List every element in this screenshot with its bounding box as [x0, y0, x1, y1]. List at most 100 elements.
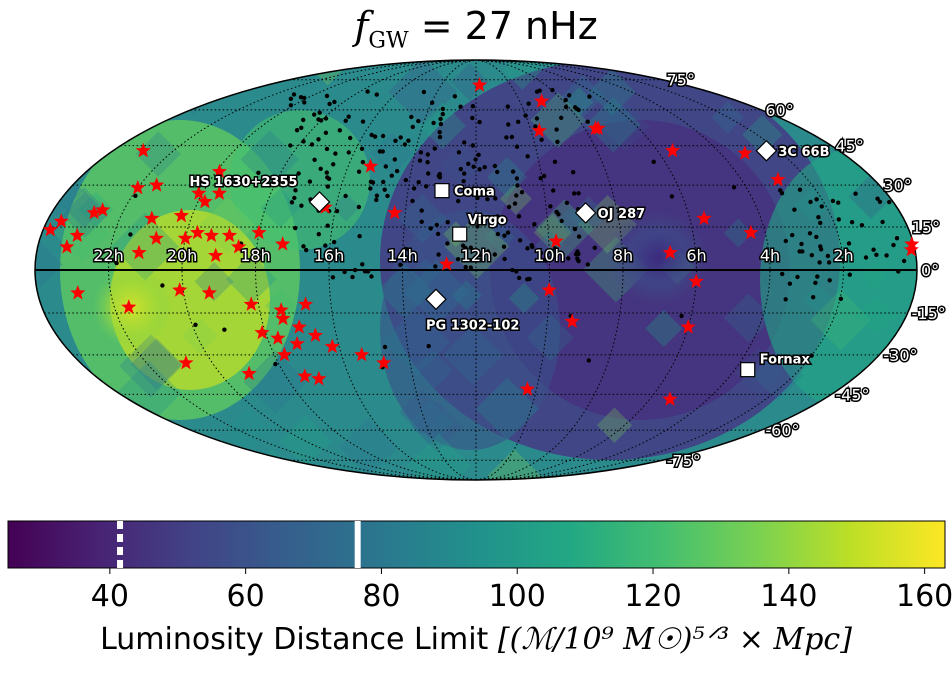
galaxy-dot: [779, 191, 785, 196]
source-star: [203, 227, 219, 242]
galaxy-dot: [585, 119, 590, 124]
galaxy-dot: [394, 168, 400, 174]
galaxy-dot: [410, 124, 415, 130]
galaxy-dot: [527, 276, 532, 282]
source-star: [688, 273, 704, 288]
galaxy-dot: [514, 193, 519, 198]
source-star: [680, 319, 696, 334]
galaxy-dot: [294, 128, 300, 133]
galaxy-dot: [404, 247, 409, 252]
galaxy-dot: [293, 188, 298, 193]
galaxy-dot: [485, 197, 490, 202]
galaxy-dot: [505, 104, 510, 109]
heatmap-tile: [596, 407, 633, 443]
heatmap-tile: [856, 295, 897, 336]
source-label: Fornax: [760, 353, 811, 368]
galaxy-dot: [372, 134, 378, 139]
galaxy-dot: [901, 258, 907, 264]
source-star: [178, 355, 194, 370]
colorbar-markers: [117, 521, 361, 568]
galaxy-dot: [343, 193, 348, 199]
heatmap-tile: [588, 68, 636, 116]
galaxy-dot: [847, 272, 852, 277]
galaxy-dot: [542, 173, 547, 179]
heatmap-tile: [243, 350, 308, 414]
galaxy-dot: [434, 222, 439, 228]
source-star: [130, 179, 146, 195]
galaxy-dot: [369, 274, 374, 279]
galaxy-dot: [502, 256, 507, 262]
galaxy-dot: [301, 117, 306, 123]
dec-tick-label: 75°: [667, 71, 695, 90]
galaxy-dot: [256, 170, 261, 175]
source-star: [665, 142, 681, 158]
galaxy-dot: [669, 194, 675, 199]
ra-tick-label: 18h: [240, 246, 271, 265]
galaxy-dot: [327, 101, 332, 107]
ra-gridline: [475, 60, 551, 480]
source-diamond-marker: [425, 288, 447, 311]
source-star: [177, 230, 193, 245]
ra-gridline: [475, 60, 845, 480]
galaxy-dot: [470, 115, 475, 121]
galaxy-dot: [293, 225, 298, 231]
heatmap-tile: [561, 74, 605, 118]
galaxy-dot: [884, 253, 889, 258]
galaxy-dot: [525, 154, 530, 159]
galaxy-dot: [679, 313, 684, 319]
galaxy-dot: [302, 95, 307, 101]
galaxy-dot: [455, 257, 461, 262]
sky-heatmap: [35, 60, 917, 480]
galaxy-dot: [871, 247, 876, 252]
colorbar-tick-label: 100: [489, 579, 546, 614]
galaxy-dot: [894, 236, 900, 241]
galaxy-dot: [299, 125, 304, 130]
source-star: [548, 233, 564, 248]
galaxy-dot: [552, 246, 558, 251]
galaxy-dot: [374, 193, 380, 198]
galaxy-dot: [222, 327, 227, 332]
heatmap-tile: [440, 143, 484, 187]
galaxy-dot: [795, 274, 800, 280]
galaxy-dot: [377, 149, 383, 154]
heatmap-tile: [62, 191, 109, 238]
source-star: [95, 202, 111, 217]
galaxy-dot: [792, 207, 797, 212]
galaxy-dot: [331, 162, 336, 167]
heatmap-tile: [172, 61, 202, 91]
heatmap-tile: [752, 350, 804, 401]
galaxy-dot: [471, 164, 476, 169]
galaxy-dot: [436, 252, 441, 257]
dec-tick-labels: 75° 60° 45° 30° 15° 0° -15° -30° -45° -60° -75°: [665, 69, 947, 472]
ra-tick-label: 2h: [833, 246, 853, 265]
galaxy-dot: [874, 252, 879, 257]
source-star: [696, 210, 712, 225]
source-star: [191, 185, 207, 200]
galaxy-dot: [433, 264, 438, 269]
galaxy-dot: [509, 134, 515, 140]
galaxy-dot: [525, 246, 530, 251]
galaxy-dot: [538, 250, 544, 256]
ra-gridline: [107, 60, 477, 480]
galaxy-dot: [411, 186, 417, 191]
colorbar-label-units: [(ℳ/10⁹ M☉)⁵ᐟ³ × Mpc]: [497, 622, 852, 657]
galaxy-dot: [576, 258, 581, 264]
galaxy-dot: [585, 262, 590, 267]
galaxy-dot: [438, 116, 443, 122]
galaxy-dot: [814, 197, 819, 202]
galaxy-dot: [356, 204, 362, 210]
galaxy-dot: [552, 159, 558, 164]
heatmap-tile: [92, 415, 122, 445]
galaxy-dot: [304, 247, 309, 253]
galaxy-dot: [787, 281, 793, 286]
galaxy-dot: [307, 179, 313, 184]
galaxy-dot: [343, 118, 348, 124]
galaxy-dot: [356, 169, 362, 174]
galaxy-dot: [572, 226, 578, 232]
galaxy-dot: [392, 157, 397, 162]
source-square-marker: [434, 183, 450, 199]
galaxy-dot: [445, 220, 450, 225]
galaxy-dot: [389, 173, 394, 178]
galaxy-dot: [435, 231, 441, 237]
